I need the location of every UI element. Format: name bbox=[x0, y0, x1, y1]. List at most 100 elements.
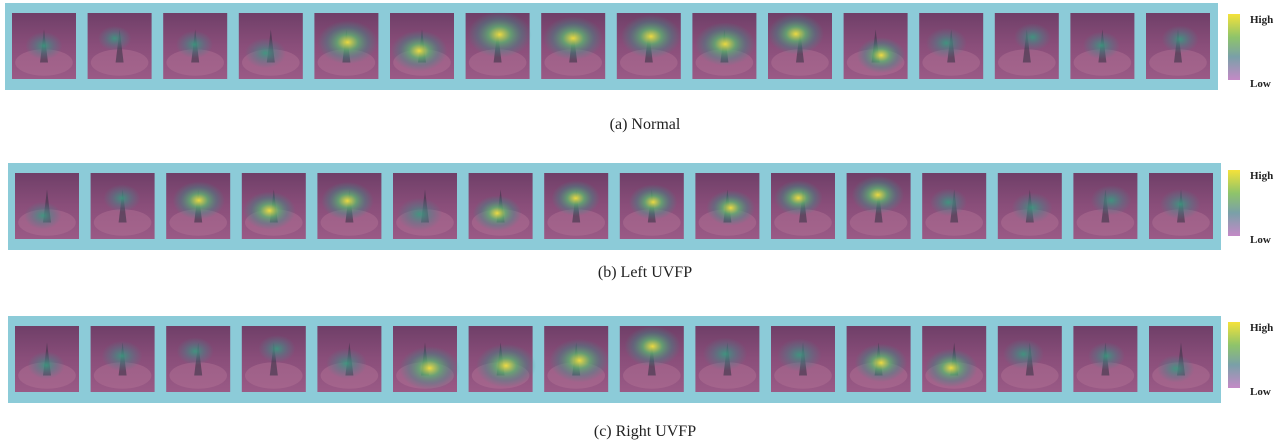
heat-region bbox=[768, 13, 824, 54]
colorbar-high: High bbox=[1250, 322, 1273, 334]
heat-region bbox=[543, 16, 603, 60]
heatmap-frame bbox=[1149, 326, 1213, 392]
heatmap-frame bbox=[1073, 326, 1137, 392]
heat-region bbox=[695, 22, 755, 66]
heatmap-frame bbox=[166, 173, 230, 239]
heat-region bbox=[243, 192, 295, 230]
colorbar-low: Low bbox=[1250, 78, 1271, 90]
heatmap-frame bbox=[317, 173, 381, 239]
heat-region bbox=[621, 15, 681, 59]
heat-region bbox=[476, 344, 536, 388]
heatmap-frame bbox=[469, 326, 537, 392]
heat-region bbox=[1162, 25, 1199, 53]
colorbar-high: High bbox=[1250, 14, 1273, 26]
heatmap-frame bbox=[847, 326, 911, 392]
figure: High Low (a) Normal High Low (b) Left UVFP Hig… bbox=[0, 0, 1288, 441]
heatmap-frame bbox=[12, 13, 76, 79]
heatmap-frame bbox=[771, 326, 835, 392]
heatmap-frame bbox=[620, 326, 684, 392]
heat-region bbox=[857, 37, 906, 73]
colorbar-low: Low bbox=[1250, 234, 1271, 246]
heat-region bbox=[258, 335, 295, 363]
heat-region bbox=[774, 180, 823, 216]
heat-region bbox=[176, 31, 213, 59]
heat-region bbox=[321, 182, 373, 220]
heatmap-frame bbox=[15, 173, 79, 239]
heat-region bbox=[930, 188, 967, 216]
heatmap-frame bbox=[1149, 173, 1213, 239]
heat-region bbox=[1157, 355, 1194, 383]
heat-region bbox=[473, 195, 522, 231]
heatmap-frame bbox=[544, 326, 609, 392]
heatmap-frame bbox=[469, 173, 533, 239]
heat-region bbox=[855, 344, 907, 382]
heat-region bbox=[926, 28, 967, 58]
heat-region bbox=[852, 176, 904, 214]
heatmap-frame bbox=[617, 13, 681, 79]
caption: (a) Normal bbox=[610, 116, 681, 133]
colorbar-high: High bbox=[1250, 170, 1273, 182]
heat-region bbox=[177, 337, 214, 365]
heatmap-frame bbox=[163, 13, 227, 79]
colorbar bbox=[1228, 170, 1240, 236]
heatmap-frame bbox=[15, 326, 79, 392]
heat-region bbox=[245, 38, 286, 68]
heatmap-frame bbox=[695, 326, 759, 392]
heat-region bbox=[103, 184, 140, 212]
heatmap-frame bbox=[1073, 173, 1137, 239]
heat-region bbox=[25, 32, 62, 60]
heatmap-frame bbox=[847, 173, 911, 239]
heatmap-frame bbox=[317, 326, 381, 392]
heatmap-frame bbox=[1146, 13, 1210, 79]
heatmap-frame bbox=[620, 173, 684, 239]
heatmap-frame bbox=[695, 173, 759, 239]
colorbar-low: Low bbox=[1250, 386, 1271, 398]
heatmap-frame bbox=[998, 326, 1062, 392]
heat-region bbox=[326, 348, 367, 378]
heat-region bbox=[552, 180, 601, 216]
heatmap-frame bbox=[393, 173, 457, 239]
heat-region bbox=[397, 198, 442, 231]
heatmap-frame bbox=[91, 326, 155, 392]
caption: (c) Right UVFP bbox=[594, 423, 696, 440]
heat-region bbox=[98, 26, 131, 51]
heatmap-frame bbox=[998, 173, 1062, 239]
heatmap-frame bbox=[314, 13, 378, 79]
heat-region bbox=[624, 326, 680, 367]
heat-region bbox=[1083, 32, 1120, 60]
heat-region bbox=[400, 346, 460, 390]
heat-region bbox=[24, 202, 61, 230]
heat-region bbox=[706, 190, 755, 226]
heatmap-frame bbox=[922, 173, 986, 239]
heatmap-frame bbox=[166, 326, 230, 392]
heat-region bbox=[391, 30, 447, 71]
heat-region bbox=[629, 184, 678, 220]
heat-region bbox=[468, 11, 532, 57]
heat-region bbox=[101, 341, 142, 371]
heat-region bbox=[28, 351, 65, 379]
heat-region bbox=[703, 338, 748, 371]
heatmap-frame bbox=[242, 326, 306, 392]
heatmap-frame bbox=[239, 13, 303, 79]
heatmap-frame bbox=[390, 13, 454, 79]
heat-region bbox=[925, 349, 977, 387]
colorbar bbox=[1228, 14, 1240, 80]
heat-region bbox=[1014, 23, 1051, 51]
heatmap-frame bbox=[768, 13, 832, 79]
heat-region bbox=[1091, 185, 1132, 215]
heatmap-frame bbox=[393, 326, 460, 392]
heat-region bbox=[1160, 189, 1201, 219]
heatmap-frame bbox=[771, 173, 835, 239]
heatmap-frame bbox=[242, 173, 306, 239]
heatmap-frame bbox=[692, 13, 756, 79]
heat-region bbox=[1012, 193, 1053, 223]
heatmap-frame bbox=[844, 13, 908, 79]
heatmap-frame bbox=[88, 13, 152, 79]
heat-region bbox=[317, 21, 377, 65]
heat-region bbox=[549, 339, 609, 383]
heatmap-frame bbox=[541, 13, 605, 79]
heatmap-frame bbox=[922, 326, 986, 392]
heat-region bbox=[1088, 342, 1125, 370]
caption: (b) Left UVFP bbox=[598, 264, 692, 281]
heat-region bbox=[1003, 339, 1044, 369]
